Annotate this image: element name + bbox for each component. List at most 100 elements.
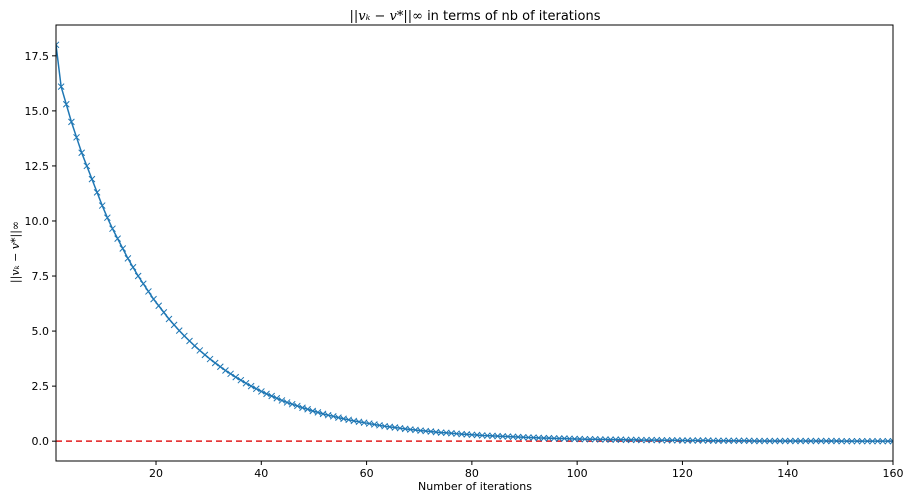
y-tick-label: 15.0 [25, 105, 50, 118]
data-point-marker [165, 315, 173, 323]
data-point-marker [273, 394, 281, 402]
data-point-marker [550, 434, 558, 442]
data-point-marker [735, 437, 743, 445]
data-point-marker [227, 370, 234, 378]
data-point-marker [170, 321, 178, 329]
data-point-marker [114, 235, 121, 242]
data-point-marker [822, 437, 830, 445]
data-point-marker [756, 437, 763, 445]
data-point-marker [119, 245, 127, 252]
data-point-marker [350, 417, 358, 425]
data-point-marker [222, 367, 229, 374]
data-point-marker [807, 437, 815, 445]
data-point-marker [653, 436, 661, 444]
data-point-marker [196, 347, 204, 354]
data-point-marker [329, 412, 337, 420]
data-point-marker [73, 133, 80, 141]
x-tick-label: 20 [149, 467, 163, 480]
data-point-marker [155, 302, 163, 310]
data-point-marker [211, 359, 219, 367]
y-tick-label: 7.5 [32, 270, 50, 283]
data-point-marker [596, 436, 604, 443]
data-point-marker [591, 435, 599, 443]
data-point-marker [88, 175, 96, 183]
x-tick-label: 120 [672, 467, 693, 480]
data-point-marker [699, 437, 707, 444]
data-point-marker [206, 355, 214, 363]
data-point-marker [103, 214, 111, 222]
data-point-marker [201, 351, 209, 359]
data-point-marker [874, 437, 881, 445]
data-point-marker [694, 437, 702, 444]
data-point-marker [489, 432, 496, 440]
data-point-marker [57, 83, 65, 91]
x-axis-label: Number of iterations [418, 480, 532, 493]
data-point-marker [797, 437, 804, 445]
data-point-marker [232, 373, 240, 381]
series-markers [56, 41, 893, 445]
data-point-marker [786, 437, 794, 445]
data-point-marker [576, 435, 584, 443]
data-point-marker [612, 436, 620, 443]
data-point-marker [288, 400, 296, 408]
data-point-marker [679, 437, 686, 444]
data-point-marker [761, 437, 768, 445]
data-point-marker [514, 433, 522, 441]
data-point-marker [802, 437, 810, 445]
data-point-marker [709, 437, 717, 445]
data-point-marker [181, 332, 188, 340]
data-point-marker [781, 437, 789, 445]
data-point-marker [879, 437, 887, 445]
data-point-marker [663, 436, 671, 444]
data-point-marker [56, 41, 60, 49]
x-tick-label: 40 [254, 467, 268, 480]
data-point-marker [617, 436, 625, 443]
data-point-marker [838, 437, 846, 445]
data-point-marker [638, 436, 645, 444]
data-point-marker [314, 408, 322, 416]
y-tick-label: 10.0 [25, 215, 50, 228]
data-point-marker [817, 437, 825, 445]
data-point-marker [555, 435, 563, 442]
data-point-marker [725, 437, 733, 445]
data-point-marker [304, 405, 311, 413]
data-point-marker [833, 437, 840, 445]
data-point-marker [216, 363, 224, 371]
data-point-marker [869, 437, 876, 445]
data-point-marker [848, 437, 856, 445]
data-point-marker [160, 309, 168, 316]
data-point-marker [278, 397, 286, 404]
data-point-marker [78, 149, 86, 157]
data-point-marker [776, 437, 784, 445]
data-point-marker [766, 437, 774, 445]
data-point-marker [668, 436, 676, 444]
data-point-marker [745, 437, 753, 445]
data-point-marker [586, 435, 594, 443]
x-tick-label: 80 [465, 467, 479, 480]
y-tick-label: 0.0 [32, 435, 50, 448]
data-point-marker [622, 436, 630, 444]
data-point-marker [252, 385, 260, 393]
data-point-marker [571, 435, 578, 443]
data-point-marker [751, 437, 758, 445]
chart-title-math: ||vₖ − v*||∞ [350, 9, 423, 24]
data-point-marker [545, 434, 553, 442]
data-point-marker [643, 436, 650, 444]
data-point-marker [242, 379, 250, 387]
chart-title: ||vₖ − v*||∞ in terms of nb of iteration… [350, 9, 601, 24]
data-point-marker [658, 436, 666, 444]
y-tick-label: 17.5 [25, 50, 50, 63]
data-point-marker [299, 404, 306, 412]
data-point-marker [504, 433, 512, 440]
data-point-marker [540, 434, 548, 442]
data-point-marker [360, 419, 368, 427]
data-point-marker [740, 437, 748, 445]
x-tick-label: 140 [777, 467, 798, 480]
plot-area [56, 41, 893, 445]
y-axis: 0.0 2.5 5.0 7.5 10.0 12.5 15.0 17.5 [25, 50, 56, 448]
data-point-marker [704, 437, 712, 444]
x-axis: 20 40 60 80 100 120 140 160 [149, 461, 904, 480]
data-point-marker [509, 433, 517, 441]
